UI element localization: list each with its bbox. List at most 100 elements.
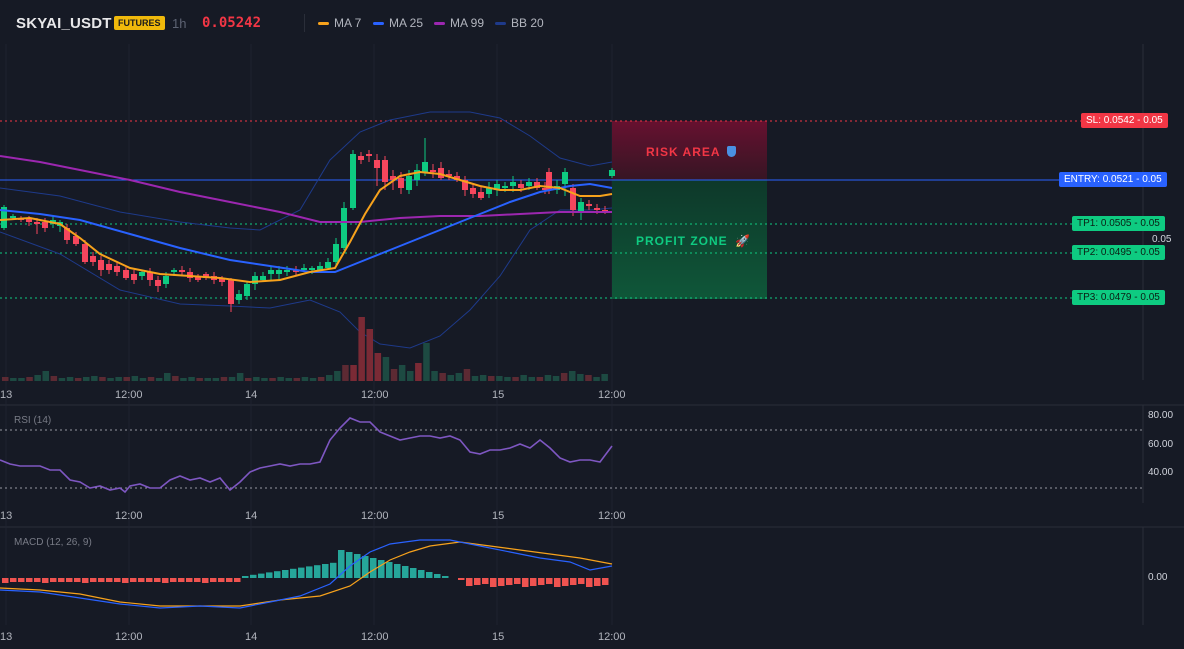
entry-price-tag[interactable]: ENTRY: 0.0521 - 0.05: [1059, 172, 1167, 187]
risk-area-label: RISK AREA: [646, 145, 737, 159]
volume-bar: [18, 378, 25, 381]
ma7-line: [0, 170, 613, 284]
volume-bar: [358, 317, 365, 381]
macd-hist-bar: [138, 578, 145, 582]
volume-bar: [180, 378, 187, 381]
last-price: 0.05242: [202, 15, 262, 31]
volume-bar: [496, 376, 503, 381]
candle-body: [228, 280, 234, 304]
volume-bar: [342, 365, 349, 381]
candle-body: [398, 178, 404, 188]
macd-hist-bar: [594, 578, 601, 586]
tp1-price-tag[interactable]: TP1: 0.0505 - 0.05: [1072, 216, 1165, 231]
legend-ma25-label: MA 25: [389, 16, 424, 30]
volume-bar: [350, 365, 357, 381]
sl-price-tag[interactable]: SL: 0.0542 - 0.05: [1081, 113, 1168, 128]
candle-body: [430, 170, 436, 172]
candle-body: [325, 262, 331, 268]
macd-hist-bar: [394, 564, 401, 578]
timeframe-selector[interactable]: 1h: [172, 16, 187, 31]
risk-zone: [612, 121, 767, 180]
macd-hist-bar: [10, 578, 17, 582]
profit-zone: [612, 180, 767, 299]
macd-hist-bar: [322, 564, 329, 578]
volume-bar: [504, 377, 511, 381]
volume-bar: [107, 378, 114, 381]
volume-bar: [309, 378, 317, 381]
ma99-swatch-icon: [434, 21, 445, 25]
macd-hist-bar: [410, 568, 417, 578]
volume-bar: [390, 369, 398, 381]
volume-bar: [2, 377, 9, 381]
volume-bar: [285, 378, 292, 381]
legend-bb20[interactable]: BB 20: [495, 16, 544, 30]
ma99-line: [0, 155, 612, 223]
candle-body: [390, 176, 396, 180]
candle-body: [244, 284, 250, 296]
legend-ma99[interactable]: MA 99: [434, 16, 484, 30]
legend-ma7[interactable]: MA 7: [318, 16, 361, 30]
macd-hist-bar: [498, 578, 505, 586]
volume-bar: [585, 375, 592, 381]
volume-bar: [10, 378, 17, 381]
candle-body: [34, 222, 40, 224]
candle-body: [26, 218, 32, 222]
macd-line: [0, 539, 613, 609]
volume-bar: [415, 363, 422, 381]
candle-body: [42, 222, 48, 228]
volume-bar: [155, 378, 163, 381]
volume-bar: [552, 376, 560, 381]
candle-body: [478, 192, 484, 198]
volume-bar: [91, 376, 98, 381]
candle-body: [609, 170, 615, 176]
candle-body: [366, 154, 372, 156]
candle-body: [374, 160, 380, 168]
macd-hist-bar: [570, 578, 577, 585]
macd-hist-bar: [418, 570, 425, 578]
candle-body: [10, 216, 16, 218]
macd-hist-bar: [458, 578, 465, 580]
candle-body: [284, 270, 290, 272]
volume-bar: [447, 375, 454, 381]
macd-hist-bar: [26, 578, 33, 582]
symbol-title[interactable]: SKYAI_USDT: [16, 15, 112, 32]
macd-hist-bar: [346, 552, 353, 578]
bb20-swatch-icon: [495, 21, 506, 25]
volume-bar: [536, 377, 544, 381]
candle-body: [333, 244, 339, 262]
macd-hist-bar: [562, 578, 569, 586]
macd-hist-bar: [602, 578, 609, 585]
candle-body: [470, 188, 476, 194]
volume-bar: [423, 343, 430, 381]
header-divider: [304, 14, 305, 32]
macd-hist-bar: [306, 566, 313, 578]
candle-body: [293, 270, 299, 272]
macd-hist-bar: [202, 578, 209, 583]
candle-body: [534, 182, 540, 188]
volume-bar: [544, 375, 552, 381]
candle-body: [462, 180, 468, 190]
macd-hist-bar: [178, 578, 185, 582]
macd-hist-bar: [226, 578, 233, 582]
legend-ma25[interactable]: MA 25: [373, 16, 423, 30]
volume-bar: [463, 369, 471, 381]
volume-bar: [74, 378, 82, 381]
candle-body: [570, 188, 576, 210]
macd-hist-bar: [506, 578, 513, 585]
volume-bar: [66, 377, 74, 381]
ma7-swatch-icon: [318, 21, 329, 25]
tp2-price-tag[interactable]: TP2: 0.0495 - 0.05: [1072, 245, 1165, 260]
macd-hist-bar: [266, 572, 273, 578]
price-axis-label: 0.05: [1152, 234, 1172, 245]
macd-hist-bar: [146, 578, 153, 582]
tp3-price-tag[interactable]: TP3: 0.0479 - 0.05: [1072, 290, 1165, 305]
candle-body: [236, 294, 242, 300]
candle-body: [179, 270, 185, 272]
candle-body: [268, 270, 274, 274]
volume-bar: [269, 378, 276, 381]
macd-hist-bar: [466, 578, 473, 586]
bollinger-bands: [0, 111, 613, 349]
candle-body: [252, 276, 258, 284]
macd-hist-bar: [330, 562, 337, 578]
